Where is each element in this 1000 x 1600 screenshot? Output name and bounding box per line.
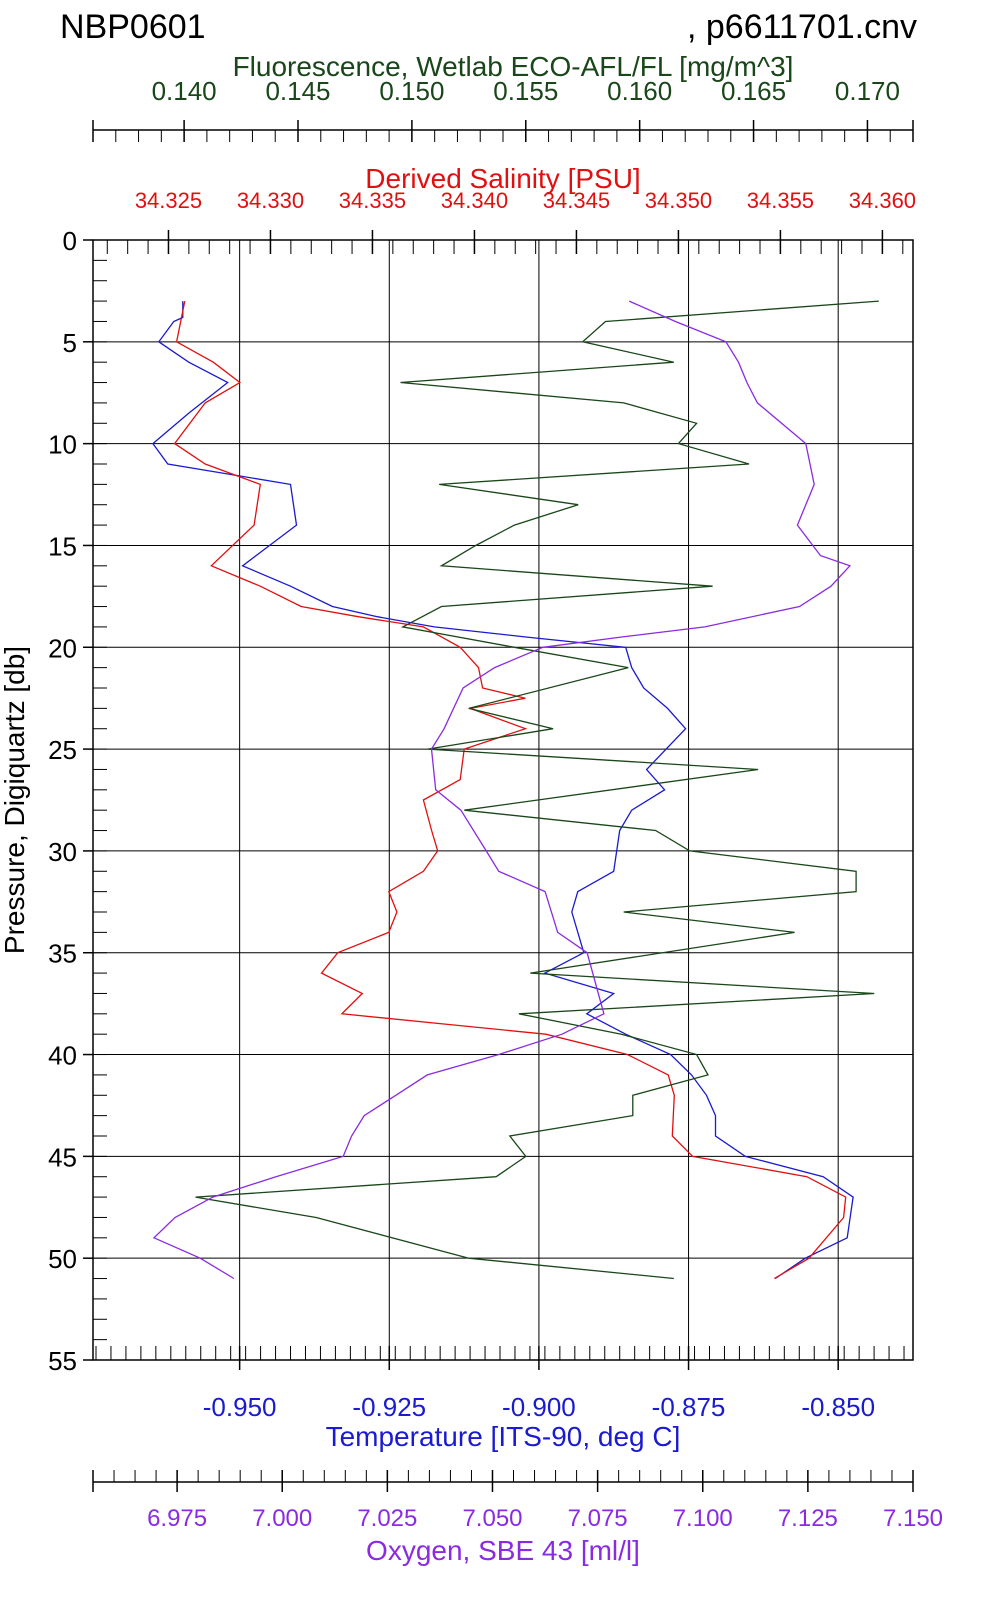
oxygen-tick-label: 7.150 <box>883 1505 943 1532</box>
chart-title-right: , p6611701.cnv <box>687 8 917 46</box>
oxygen-tick-label: 7.125 <box>778 1505 838 1532</box>
axes-layer: 0 5 10 15 20 25 30 35 40 45 50 55 Pressure, Digiquar… <box>0 51 943 1566</box>
temperature-tick-label: -0.950 <box>203 1392 277 1422</box>
grid-layer <box>93 239 913 1361</box>
fluorescence-tick-label: 0.160 <box>607 76 672 106</box>
salinity-profile-line <box>173 300 847 1280</box>
y-tick-label: 35 <box>48 939 77 969</box>
salinity-tick-label: 34.335 <box>339 188 406 213</box>
y-tick-label: 50 <box>48 1244 77 1274</box>
temperature-profile-line <box>152 301 854 1280</box>
plot-frame <box>92 239 914 1361</box>
y-tick-label: 55 <box>48 1346 77 1376</box>
fluorescence-tick-label: 0.140 <box>152 76 217 106</box>
salinity-tick-label: 34.325 <box>135 188 202 213</box>
chart-title-left: NBP0601 <box>60 8 206 46</box>
y-tick-label: 45 <box>48 1142 77 1172</box>
y-tick-label: 30 <box>48 837 77 867</box>
y-axis-title: Pressure, Digiquartz [db] <box>0 646 30 954</box>
salinity-tick-label: 34.340 <box>441 188 508 213</box>
oxygen-tick-label: 7.075 <box>568 1505 628 1532</box>
oxygen-tick-label: 7.025 <box>357 1505 417 1532</box>
fluorescence-profile-line <box>195 300 879 1280</box>
fluorescence-tick-label: 0.165 <box>721 76 786 106</box>
salinity-tick-label: 34.350 <box>645 188 712 213</box>
fluorescence-tick-label: 0.155 <box>493 76 558 106</box>
oxygen-tick-label: 7.050 <box>462 1505 522 1532</box>
y-tick-label: 40 <box>48 1041 77 1071</box>
y-tick-label: 20 <box>48 633 77 663</box>
oxygen-axis-title: Oxygen, SBE 43 [ml/l] <box>366 1535 640 1566</box>
temperature-tick-label: -0.900 <box>502 1392 576 1422</box>
fluorescence-axis-title: Fluorescence, Wetlab ECO-AFL/FL [mg/m^3] <box>233 51 794 82</box>
salinity-tick-label: 34.330 <box>237 188 304 213</box>
y-tick-label: 25 <box>48 735 77 765</box>
y-tick-label: 10 <box>48 430 77 460</box>
salinity-tick-label: 34.345 <box>543 188 610 213</box>
y-tick-label: 15 <box>48 531 77 561</box>
fluorescence-tick-label: 0.170 <box>835 76 900 106</box>
oxygen-tick-label: 7.000 <box>252 1505 312 1532</box>
oxygen-tick-label: 6.975 <box>147 1505 207 1532</box>
fluorescence-tick-label: 0.150 <box>379 76 444 106</box>
oxygen-tick-label: 7.100 <box>673 1505 733 1532</box>
salinity-tick-label: 34.360 <box>849 188 916 213</box>
y-tick-label: 5 <box>63 328 77 358</box>
temperature-tick-label: -0.925 <box>352 1392 426 1422</box>
oxygen-profile-line <box>152 300 852 1280</box>
series-layer <box>152 300 879 1280</box>
temperature-tick-label: -0.850 <box>801 1392 875 1422</box>
salinity-axis-title: Derived Salinity [PSU] <box>365 163 640 194</box>
y-tick-label: 0 <box>63 226 77 256</box>
salinity-tick-label: 34.355 <box>747 188 814 213</box>
temperature-tick-label: -0.875 <box>652 1392 726 1422</box>
fluorescence-tick-label: 0.145 <box>265 76 330 106</box>
temperature-axis-title: Temperature [ITS-90, deg C] <box>326 1421 681 1452</box>
